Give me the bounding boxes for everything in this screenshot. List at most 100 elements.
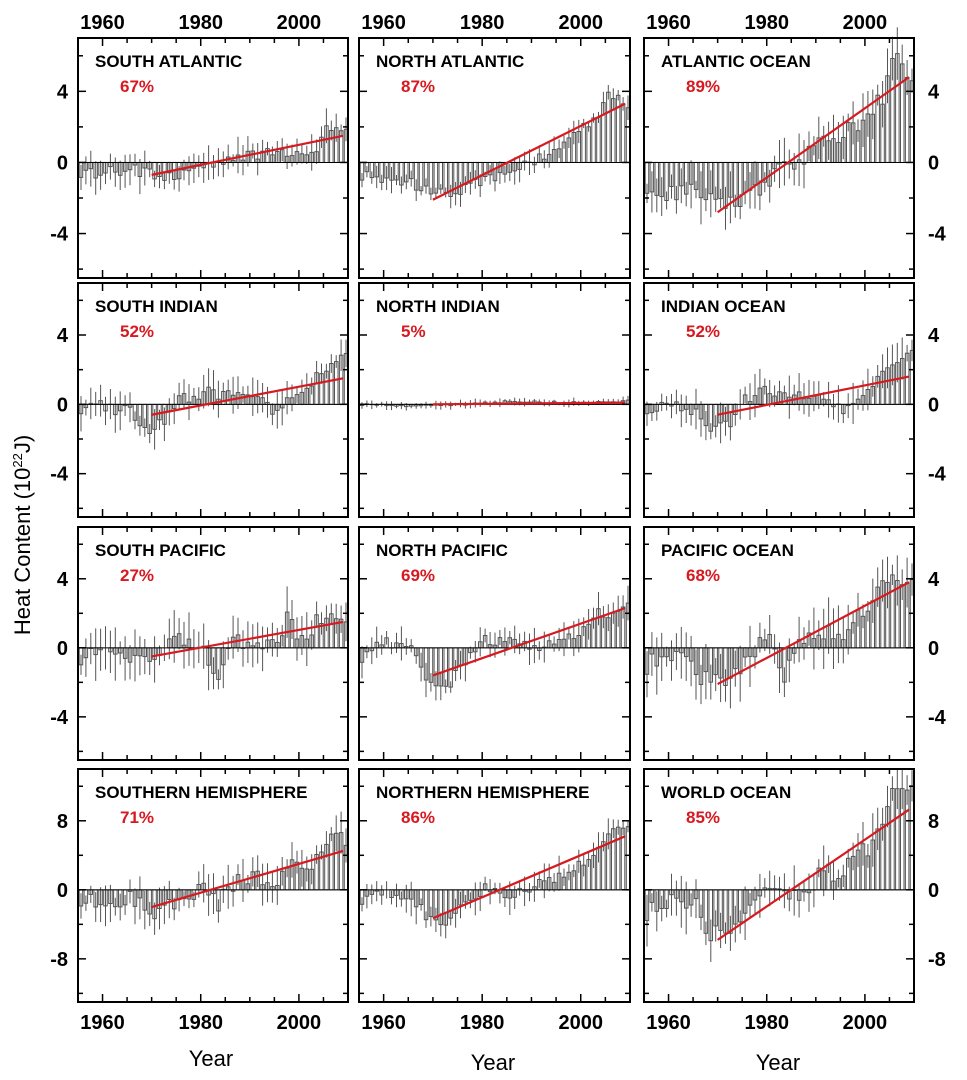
trend-line <box>717 76 910 214</box>
xtick-label-top: 1960 <box>80 12 125 34</box>
xtick-label-top: 1980 <box>460 12 505 34</box>
bar-2006 <box>329 833 334 891</box>
panel-percent: 71% <box>120 808 154 827</box>
bar-2007 <box>615 94 621 163</box>
panel-percent: 52% <box>686 322 720 341</box>
bars-southern-hemisphere <box>78 811 349 935</box>
panel-title: SOUTH INDIAN <box>95 297 218 316</box>
ytick-label: 4 <box>928 81 940 103</box>
panel-north-atlantic: 1960 1980 2000 NORTH ATLANTIC 87% <box>358 12 631 279</box>
panel-title: NORTHERN HEMISPHERE <box>376 783 589 802</box>
panel-percent: 68% <box>686 566 720 585</box>
panel-frame <box>358 37 631 279</box>
bar-2005 <box>890 574 895 649</box>
panel-southern-hemisphere: 8 0 -8 1960 1980 2000 SOUTHERN HEMISPHERE 71% <box>50 768 349 1034</box>
panel-frame <box>643 768 915 1003</box>
panels-grid: 4 0 -4 1960 1980 2000 SOUTH ATLANTIC 67% 1960 198… <box>50 12 946 1034</box>
ytick-label: 0 <box>57 638 68 660</box>
ytick-label: -8 <box>50 949 68 971</box>
ytick-label: 0 <box>928 152 939 174</box>
panel-title: INDIAN OCEAN <box>661 297 786 316</box>
bar-2008 <box>620 103 626 163</box>
trend-line <box>432 401 626 406</box>
panel-title: SOUTHERN HEMISPHERE <box>95 783 308 802</box>
bars-north-pacific <box>359 585 631 701</box>
xtick-label-bottom: 2000 <box>558 1012 603 1034</box>
bar-2007 <box>334 361 339 405</box>
xtick-label-bottom: 1980 <box>178 1012 223 1034</box>
x-axis-title-center: Year <box>471 1050 515 1075</box>
trend-line <box>717 808 910 941</box>
trend-line <box>432 835 626 920</box>
bars-indian-ocean <box>644 337 915 444</box>
ytick-label: 8 <box>928 811 939 833</box>
panel-south-indian: 4 0 -4 SOUTH INDIAN 52% <box>50 282 349 518</box>
xtick-label-bottom: 1960 <box>646 1012 691 1034</box>
panel-frame <box>77 37 349 279</box>
panel-frame <box>77 768 349 1003</box>
ytick-label: 8 <box>57 811 68 833</box>
bars-north-atlantic <box>359 85 631 209</box>
x-axis-title-right: Year <box>756 1050 800 1075</box>
panel-south-atlantic: 4 0 -4 1960 1980 2000 SOUTH ATLANTIC 67% <box>50 12 349 279</box>
trend-line <box>151 620 344 658</box>
ytick-label: -8 <box>928 949 946 971</box>
ytick-label: 4 <box>57 325 69 347</box>
panel-frame <box>77 526 349 761</box>
xtick-label-bottom: 1980 <box>744 1012 789 1034</box>
bar-2007 <box>615 826 621 891</box>
panel-title: NORTH ATLANTIC <box>376 52 524 71</box>
xtick-label-bottom: 2000 <box>843 1012 888 1034</box>
panel-title: SOUTH ATLANTIC <box>95 52 242 71</box>
panel-percent: 5% <box>401 322 426 341</box>
panel-title: NORTH PACIFIC <box>376 541 508 560</box>
panel-percent: 27% <box>120 566 154 585</box>
trend-line <box>151 134 344 176</box>
xtick-label-top: 2000 <box>558 12 603 34</box>
xtick-label-bottom: 1960 <box>80 1012 125 1034</box>
bar-2002 <box>591 117 596 163</box>
panel-northern-hemisphere: 1960 1980 2000 NORTHERN HEMISPHERE 86% <box>358 768 631 1034</box>
panel-title: PACIFIC OCEAN <box>661 541 794 560</box>
ytick-label: 0 <box>928 880 939 902</box>
panel-frame <box>643 37 915 279</box>
panel-pacific-ocean: 4 0 -4 PACIFIC OCEAN 68% <box>643 526 947 761</box>
ytick-label: 0 <box>57 880 68 902</box>
ytick-label: 0 <box>57 152 68 174</box>
ytick-label: -4 <box>928 224 947 246</box>
ytick-label: -4 <box>50 464 69 486</box>
panel-frame <box>77 282 349 518</box>
ytick-label: -4 <box>50 707 69 729</box>
trend-line <box>432 102 626 201</box>
panel-percent: 52% <box>120 322 154 341</box>
panel-frame <box>358 768 631 1003</box>
ytick-label: -4 <box>928 707 947 729</box>
xtick-label-bottom: 1960 <box>361 1012 406 1034</box>
bar-2005 <box>890 788 895 891</box>
trend-line <box>717 581 910 686</box>
panel-frame <box>643 282 915 518</box>
panel-north-indian: NORTH INDIAN 5% <box>358 282 631 518</box>
xtick-label-top: 1980 <box>744 12 789 34</box>
panel-indian-ocean: 4 0 -4 INDIAN OCEAN 52% <box>643 282 947 518</box>
bar-2003 <box>596 116 601 163</box>
y-axis-title: Heat Content (1022J) <box>10 435 35 635</box>
xtick-label-top: 1960 <box>361 12 406 34</box>
panel-percent: 67% <box>120 77 154 96</box>
ytick-label: 0 <box>57 394 68 416</box>
panel-percent: 89% <box>686 77 720 96</box>
xtick-label-top: 1960 <box>646 12 691 34</box>
panel-south-pacific: 4 0 -4 SOUTH PACIFIC 27% <box>50 526 349 761</box>
panel-world-ocean: 8 0 -8 1960 1980 2000 WORLD OCEAN 85% <box>643 768 946 1034</box>
panel-title: WORLD OCEAN <box>661 783 791 802</box>
ytick-label: 4 <box>57 81 69 103</box>
xtick-label-top: 1980 <box>178 12 223 34</box>
trend-line <box>151 377 344 416</box>
ytick-label: 4 <box>57 569 69 591</box>
ytick-label: 0 <box>928 638 939 660</box>
ytick-label: 4 <box>928 569 940 591</box>
panel-percent: 86% <box>401 808 435 827</box>
xtick-label-bottom: 1980 <box>460 1012 505 1034</box>
ytick-label: -4 <box>928 464 947 486</box>
